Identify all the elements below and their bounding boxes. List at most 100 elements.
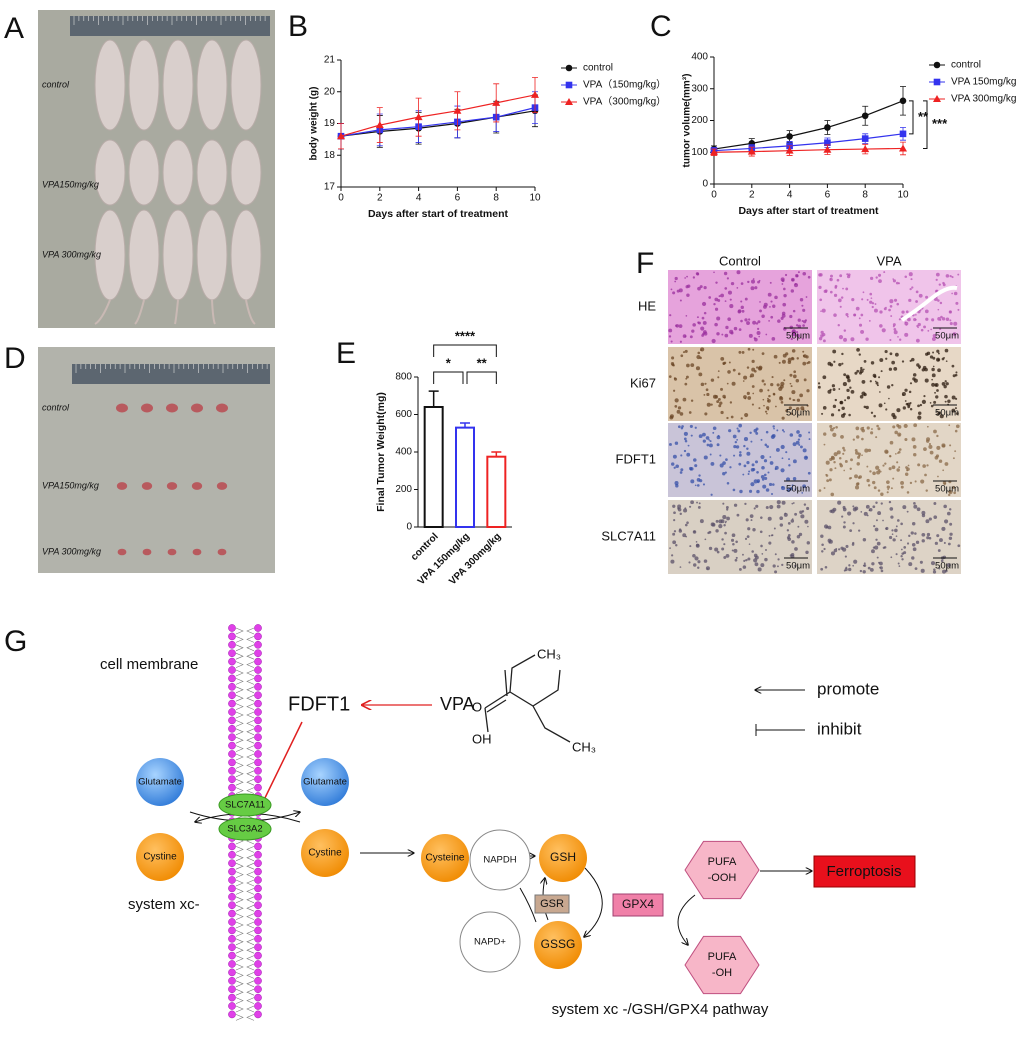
cell-nucleus bbox=[920, 328, 924, 332]
cell-nucleus bbox=[847, 511, 852, 516]
lipid-tail bbox=[235, 1014, 255, 1021]
cell-nucleus bbox=[804, 519, 809, 524]
data-point bbox=[899, 130, 907, 138]
lipid-tail bbox=[235, 770, 255, 778]
cell-nucleus bbox=[862, 291, 865, 294]
data-point bbox=[824, 139, 831, 147]
cell-nucleus bbox=[796, 430, 800, 434]
cell-nucleus bbox=[861, 454, 863, 457]
cell-nucleus bbox=[938, 283, 941, 286]
cell-nucleus bbox=[685, 377, 688, 380]
cell-nucleus bbox=[944, 348, 949, 353]
cell-nucleus bbox=[695, 272, 699, 276]
cell-nucleus bbox=[937, 308, 940, 311]
cell-nucleus bbox=[732, 488, 736, 492]
lipid-head bbox=[254, 716, 262, 725]
cell-nucleus bbox=[777, 319, 781, 323]
cell-nucleus bbox=[854, 448, 858, 452]
cell-nucleus bbox=[820, 310, 822, 312]
cell-nucleus bbox=[868, 320, 871, 322]
mouse-tail bbox=[174, 299, 179, 325]
cell-nucleus bbox=[690, 363, 695, 368]
cell-nucleus bbox=[849, 529, 853, 533]
cell-nucleus bbox=[740, 300, 743, 303]
mouse bbox=[128, 39, 160, 131]
cell-nucleus bbox=[908, 534, 911, 538]
cell-nucleus bbox=[730, 538, 735, 542]
error-bar bbox=[428, 390, 439, 407]
cell-nucleus bbox=[788, 397, 792, 400]
cell-nucleus bbox=[935, 272, 940, 277]
lipid-head bbox=[254, 649, 262, 658]
cell-nucleus bbox=[859, 569, 863, 573]
cell-nucleus bbox=[702, 320, 707, 325]
tumor bbox=[191, 403, 203, 413]
cell-nucleus bbox=[763, 404, 765, 407]
cell-nucleus bbox=[805, 550, 809, 555]
lipid-tail bbox=[235, 652, 255, 660]
x-tick-label: 4 bbox=[416, 193, 422, 204]
cell-nucleus bbox=[820, 534, 824, 538]
cell-nucleus bbox=[746, 366, 750, 369]
cell-nucleus bbox=[722, 472, 726, 476]
cell-nucleus bbox=[768, 541, 772, 545]
cell-nucleus bbox=[759, 309, 762, 313]
cell-nucleus bbox=[720, 293, 725, 298]
molecule-bonds bbox=[484, 707, 489, 733]
cell-nucleus bbox=[751, 279, 756, 284]
y-tick-label: 100 bbox=[691, 147, 708, 158]
cell-nucleus bbox=[776, 500, 781, 505]
lipid-head bbox=[228, 649, 236, 658]
cell-nucleus bbox=[938, 459, 943, 463]
cell-nucleus bbox=[865, 337, 869, 341]
significance-bracket bbox=[433, 371, 464, 384]
lipid-tail bbox=[235, 669, 255, 677]
cell-nucleus bbox=[859, 394, 864, 399]
cell-nucleus bbox=[869, 300, 873, 304]
significance-bracket bbox=[923, 100, 928, 149]
cell-nucleus bbox=[720, 519, 725, 524]
cell-nucleus bbox=[881, 328, 886, 333]
cell-nucleus bbox=[761, 465, 765, 470]
lipid-head bbox=[228, 884, 236, 893]
lipid-tail bbox=[235, 988, 255, 996]
lipid-hexagon bbox=[684, 935, 760, 995]
cell-nucleus bbox=[922, 464, 926, 468]
cell-nucleus bbox=[703, 559, 708, 563]
cell-nucleus bbox=[677, 406, 682, 410]
cell-nucleus bbox=[874, 303, 877, 305]
cell-nucleus bbox=[730, 415, 734, 419]
cell-nucleus bbox=[673, 389, 676, 392]
cell-nucleus bbox=[737, 372, 741, 376]
cell-nucleus bbox=[945, 382, 949, 386]
cell-nucleus bbox=[784, 273, 788, 277]
cell-nucleus bbox=[931, 378, 933, 381]
glutamate bbox=[136, 758, 184, 806]
cell-nucleus bbox=[753, 507, 756, 510]
cell-nucleus bbox=[910, 278, 913, 281]
cell-nucleus bbox=[787, 521, 791, 525]
cell-nucleus bbox=[724, 333, 729, 338]
cell-nucleus bbox=[891, 533, 894, 536]
cell-nucleus bbox=[904, 275, 908, 278]
cell-nucleus bbox=[799, 445, 803, 449]
cell-nucleus bbox=[769, 456, 772, 458]
cell-nucleus bbox=[888, 367, 893, 371]
mouse bbox=[230, 209, 262, 301]
mouse bbox=[230, 39, 262, 131]
cell-nucleus bbox=[852, 522, 855, 525]
cell-nucleus bbox=[909, 382, 913, 385]
cell-nucleus bbox=[771, 376, 774, 379]
cell-nucleus bbox=[912, 547, 917, 552]
cell-nucleus bbox=[773, 427, 775, 430]
lipid-tail bbox=[235, 854, 255, 862]
lipid-head bbox=[228, 993, 236, 1002]
cell-nucleus bbox=[954, 450, 957, 453]
cell-nucleus bbox=[888, 308, 891, 312]
cell-nucleus bbox=[923, 325, 926, 329]
cell-nucleus bbox=[729, 298, 732, 301]
cell-nucleus bbox=[795, 378, 800, 383]
cell-nucleus bbox=[954, 429, 958, 433]
cell-nucleus bbox=[904, 321, 907, 324]
cell-nucleus bbox=[760, 516, 763, 519]
